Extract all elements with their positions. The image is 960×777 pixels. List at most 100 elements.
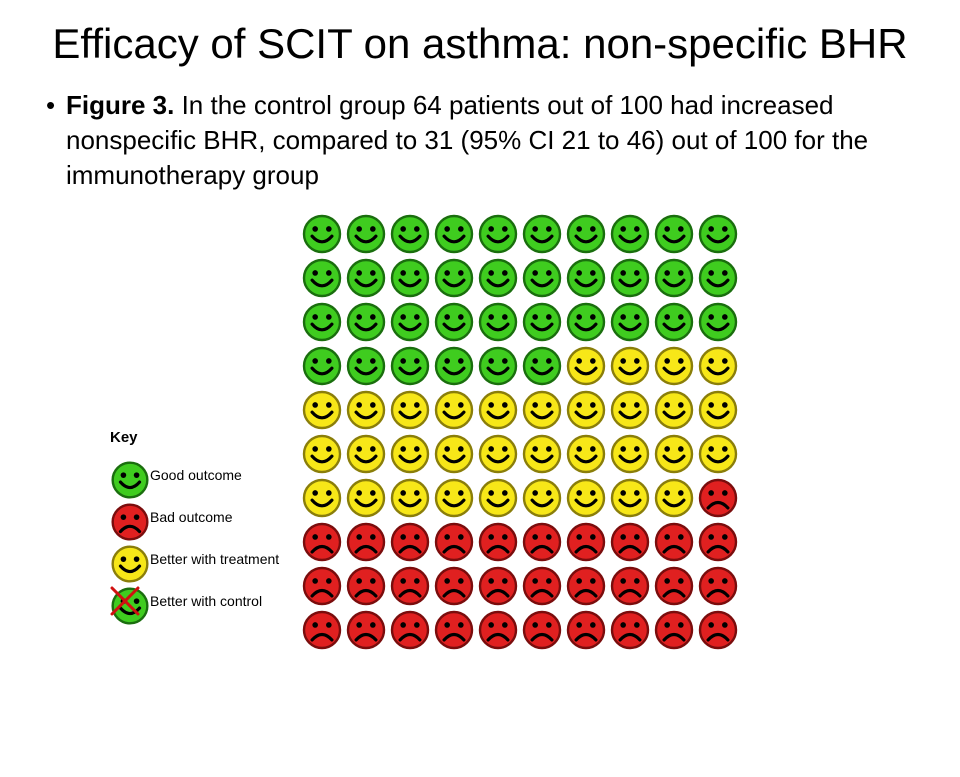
- face-cell: [432, 344, 476, 388]
- page-title: Efficacy of SCIT on asthma: non-specific…: [40, 20, 920, 68]
- face-cell: [608, 520, 652, 564]
- face-cell: [564, 256, 608, 300]
- face-cell: [476, 212, 520, 256]
- face-cell: [432, 432, 476, 476]
- face-cell: [520, 256, 564, 300]
- face-cell: [652, 212, 696, 256]
- legend-label: Bad outcome: [150, 509, 233, 525]
- face-cell: [696, 564, 740, 608]
- face-cell: [608, 344, 652, 388]
- face-cell: [652, 520, 696, 564]
- face-cell: [432, 256, 476, 300]
- face-cell: [300, 256, 344, 300]
- legend-item: Better with control: [110, 586, 300, 616]
- bullet-text: Figure 3. In the control group 64 patien…: [66, 88, 920, 193]
- face-cell: [300, 608, 344, 652]
- face-cell: [476, 256, 520, 300]
- face-cell: [432, 476, 476, 520]
- good-icon: [110, 460, 140, 490]
- face-cell: [476, 608, 520, 652]
- legend-items: Good outcome Bad outcome Better with tre…: [110, 460, 300, 616]
- bullet-row: • Figure 3. In the control group 64 pati…: [46, 88, 920, 193]
- legend-label: Good outcome: [150, 467, 242, 483]
- face-cell: [608, 608, 652, 652]
- face-cell: [564, 212, 608, 256]
- face-cell: [696, 388, 740, 432]
- legend-title: Key: [110, 429, 300, 446]
- face-cell: [696, 476, 740, 520]
- face-cell: [696, 256, 740, 300]
- face-cell: [652, 432, 696, 476]
- face-cell: [300, 344, 344, 388]
- legend-label: Better with control: [150, 593, 262, 609]
- face-cell: [608, 256, 652, 300]
- face-cell: [520, 344, 564, 388]
- face-cell: [696, 432, 740, 476]
- face-cell: [652, 564, 696, 608]
- face-cell: [344, 520, 388, 564]
- better_control-icon: [110, 586, 140, 616]
- face-cell: [300, 388, 344, 432]
- face-cell: [564, 476, 608, 520]
- face-cell: [388, 432, 432, 476]
- face-cell: [476, 564, 520, 608]
- face-cell: [564, 344, 608, 388]
- figure-zone: Key Good outcome Bad outcome Better with…: [40, 212, 920, 652]
- face-cell: [696, 608, 740, 652]
- face-cell: [520, 432, 564, 476]
- face-cell: [388, 608, 432, 652]
- face-cell: [652, 344, 696, 388]
- face-cell: [608, 432, 652, 476]
- face-cell: [300, 432, 344, 476]
- face-cell: [652, 256, 696, 300]
- bullet-marker: •: [46, 88, 66, 123]
- face-cell: [564, 432, 608, 476]
- face-cell: [432, 564, 476, 608]
- face-cell: [652, 300, 696, 344]
- legend-item: Better with treatment: [110, 544, 300, 574]
- face-cell: [520, 300, 564, 344]
- face-cell: [344, 476, 388, 520]
- face-cell: [520, 564, 564, 608]
- face-cell: [564, 300, 608, 344]
- face-cell: [652, 476, 696, 520]
- face-cell: [388, 300, 432, 344]
- face-cell: [300, 520, 344, 564]
- slide-container: Efficacy of SCIT on asthma: non-specific…: [0, 0, 960, 682]
- face-cell: [652, 388, 696, 432]
- face-cell: [520, 608, 564, 652]
- face-cell: [476, 388, 520, 432]
- face-cell: [432, 388, 476, 432]
- bullet-lead: Figure 3.: [66, 90, 182, 120]
- face-cell: [432, 300, 476, 344]
- face-cell: [564, 520, 608, 564]
- face-cell: [432, 520, 476, 564]
- face-cell: [344, 432, 388, 476]
- face-cell: [388, 520, 432, 564]
- face-cell: [696, 344, 740, 388]
- face-cell: [344, 344, 388, 388]
- face-cell: [608, 300, 652, 344]
- legend: Key Good outcome Bad outcome Better with…: [40, 429, 300, 652]
- face-cell: [388, 476, 432, 520]
- face-cell: [300, 564, 344, 608]
- face-grid: [300, 212, 740, 652]
- face-cell: [608, 564, 652, 608]
- face-cell: [696, 212, 740, 256]
- face-cell: [564, 388, 608, 432]
- face-cell: [300, 300, 344, 344]
- better_treatment-icon: [110, 544, 140, 574]
- face-cell: [564, 608, 608, 652]
- face-cell: [476, 432, 520, 476]
- face-cell: [476, 344, 520, 388]
- face-cell: [344, 300, 388, 344]
- face-cell: [388, 212, 432, 256]
- face-cell: [608, 476, 652, 520]
- face-cell: [344, 212, 388, 256]
- face-cell: [300, 212, 344, 256]
- face-cell: [344, 388, 388, 432]
- face-cell: [476, 520, 520, 564]
- face-cell: [564, 564, 608, 608]
- face-cell: [520, 212, 564, 256]
- face-cell: [696, 300, 740, 344]
